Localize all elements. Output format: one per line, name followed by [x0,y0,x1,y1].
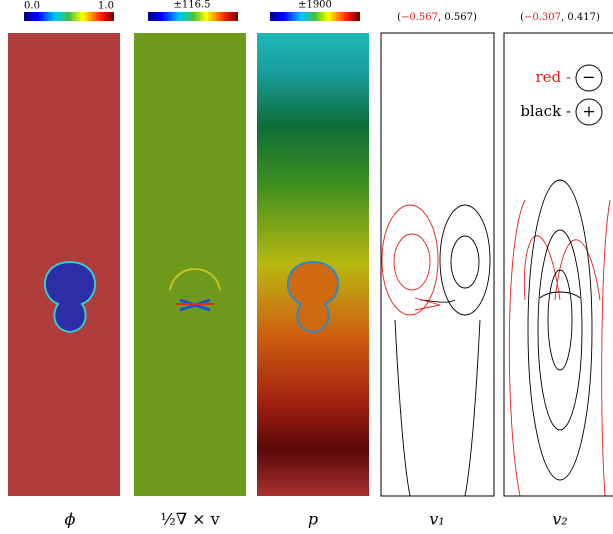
legend-red: red - [536,68,572,86]
vorticity-field [134,33,246,496]
colorbar [148,12,238,21]
colorbar-max: 1.0 [98,1,114,12]
colorbar-range: ±1900 [298,0,332,11]
caption: v₂ [552,510,567,529]
panel-frame [380,32,495,497]
colorbar [270,12,360,21]
legend-red-symbol: − [582,68,595,87]
colorbar-range: ±116.5 [173,0,210,11]
range-label: (−0.307, 0.417) [520,12,600,23]
legend-black: black - [520,102,571,120]
caption: ½∇ × v [160,510,219,529]
legend-circle [575,64,603,92]
legend-black-symbol: + [582,102,595,121]
panel-frame [503,32,613,497]
v1-contours [381,33,494,496]
vorticity-edge [169,268,221,291]
colorbar [24,12,114,21]
legend-circle [575,98,603,126]
colorbar-min: 0.0 [24,1,40,12]
caption: p [308,510,318,529]
bubble [43,260,97,334]
bubble [286,260,340,334]
range-label: (−0.567, 0.567) [397,12,477,23]
caption: v₁ [429,510,444,529]
caption: ϕ [65,510,76,529]
